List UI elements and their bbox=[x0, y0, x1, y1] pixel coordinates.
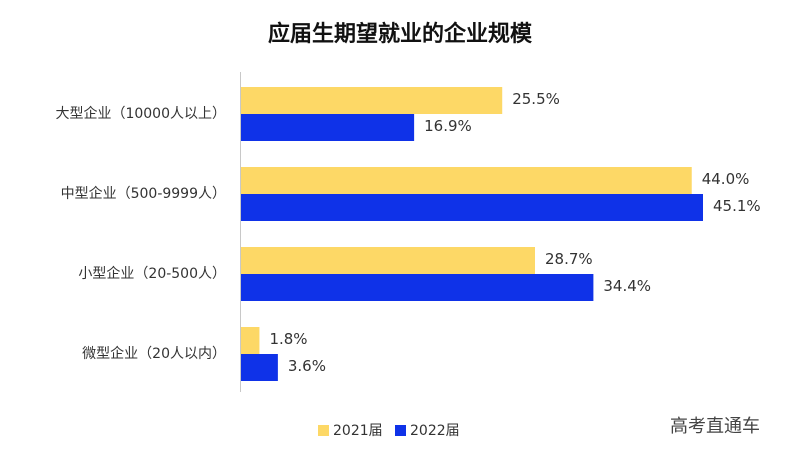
legend-swatch bbox=[318, 425, 329, 436]
category-label: 中型企业（500-9999人） bbox=[61, 185, 226, 202]
bar bbox=[241, 194, 703, 221]
legend-swatch bbox=[395, 425, 406, 436]
bar bbox=[241, 247, 535, 274]
value-label: 16.9% bbox=[424, 117, 472, 135]
bar bbox=[241, 87, 503, 114]
category-label: 小型企业（20-500人） bbox=[78, 265, 226, 282]
chart-title: 应届生期望就业的企业规模 bbox=[268, 21, 533, 47]
category-label: 大型企业（10000人以上） bbox=[55, 105, 226, 122]
bar bbox=[241, 327, 260, 354]
value-label: 1.8% bbox=[269, 330, 307, 348]
value-label: 44.0% bbox=[702, 170, 750, 188]
value-label: 45.1% bbox=[713, 197, 761, 215]
value-label: 3.6% bbox=[288, 357, 326, 375]
bar bbox=[241, 167, 692, 194]
bar bbox=[241, 354, 278, 381]
category-label: 微型企业（20人以内） bbox=[82, 345, 226, 362]
value-label: 34.4% bbox=[603, 277, 651, 295]
bar bbox=[241, 114, 415, 141]
legend-label: 2022届 bbox=[410, 423, 460, 439]
watermark: 高考直通车 bbox=[670, 416, 760, 437]
legend-label: 2021届 bbox=[333, 423, 383, 439]
bar bbox=[241, 274, 594, 301]
value-label: 25.5% bbox=[512, 90, 560, 108]
value-label: 28.7% bbox=[545, 250, 593, 268]
